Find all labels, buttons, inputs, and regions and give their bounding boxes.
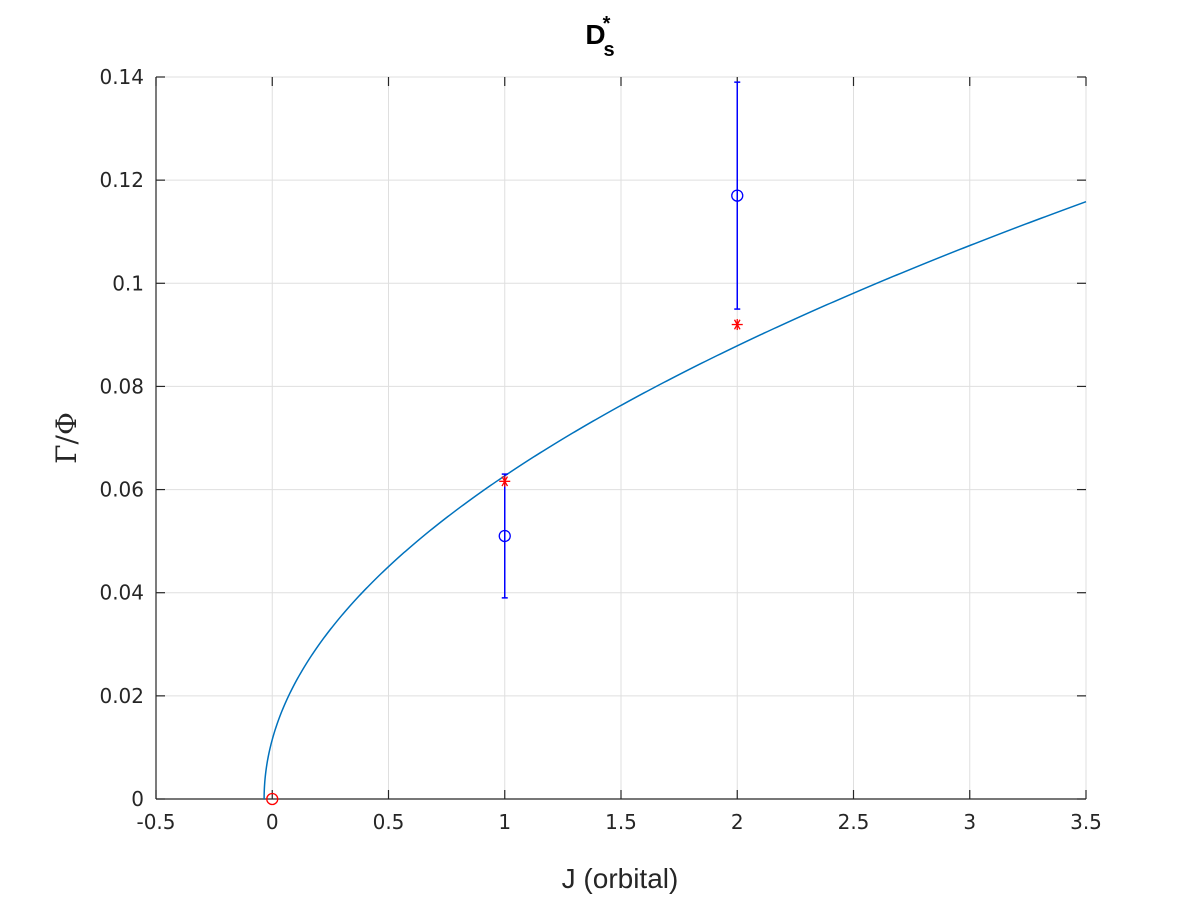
y-tick-label: 0 [131, 787, 144, 811]
x-axis-label: J (orbital) [562, 863, 679, 894]
axes [155, 76, 1087, 800]
title-superscript: * [603, 13, 611, 35]
y-axis-label: Γ/Φ [50, 412, 83, 464]
grid [155, 76, 1087, 800]
y-tick-label: 0.02 [99, 684, 144, 708]
chart-title: Ds * [585, 13, 614, 61]
data-point-origin [266, 792, 279, 806]
x-tick-label: 1.5 [605, 810, 637, 834]
y-tick-label: 0.12 [99, 168, 144, 192]
y-tick-label: 0.04 [99, 581, 144, 605]
data-point-measured [498, 529, 511, 543]
y-tick-label: 0.1 [112, 271, 144, 295]
fit-curve [263, 201, 1087, 800]
x-tick-label: 0 [266, 810, 279, 834]
data-point-measured [731, 189, 744, 202]
tick-labels: -0.5 0 0.5 1 1.5 2 2.5 3 3.500.020.040.060.080.1… [99, 65, 1101, 834]
y-tick-label: 0.06 [99, 478, 144, 502]
data-point-predicted [499, 475, 511, 487]
y-tick-label: 0.14 [99, 65, 144, 89]
x-tick-label: -0.5 [136, 810, 175, 834]
x-tick-label: 3 [963, 810, 976, 834]
data-point-predicted [731, 319, 743, 331]
x-tick-label: 2.5 [838, 810, 870, 834]
x-tick-label: 2 [731, 810, 744, 834]
x-tick-label: 1 [498, 810, 511, 834]
x-tick-label: 0.5 [373, 810, 405, 834]
x-tick-label: 3.5 [1070, 810, 1102, 834]
plot-area [263, 81, 1087, 806]
title-base: D [585, 19, 605, 50]
title-subscript: s [604, 39, 615, 61]
y-tick-label: 0.08 [99, 374, 144, 398]
